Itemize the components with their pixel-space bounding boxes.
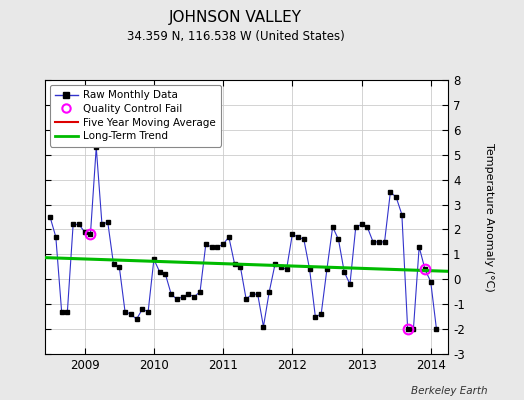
Text: 34.359 N, 116.538 W (United States): 34.359 N, 116.538 W (United States) [127,30,345,43]
Legend: Raw Monthly Data, Quality Control Fail, Five Year Moving Average, Long-Term Tren: Raw Monthly Data, Quality Control Fail, … [50,85,221,146]
Text: JOHNSON VALLEY: JOHNSON VALLEY [169,10,302,25]
Y-axis label: Temperature Anomaly (°C): Temperature Anomaly (°C) [484,143,494,291]
Text: Berkeley Earth: Berkeley Earth [411,386,487,396]
